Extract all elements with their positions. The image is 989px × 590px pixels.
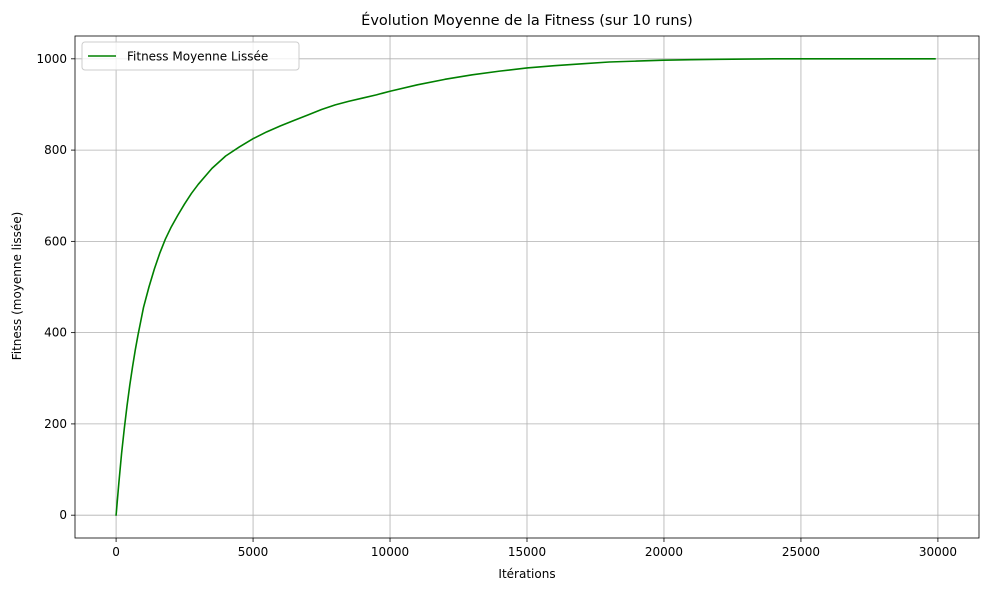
y-axis-label: Fitness (moyenne lissée)	[10, 212, 24, 361]
chart-title: Évolution Moyenne de la Fitness (sur 10 …	[361, 12, 693, 29]
y-tick-label: 0	[59, 508, 67, 522]
x-axis-label: Itérations	[498, 567, 555, 581]
legend-box	[81, 41, 300, 71]
legend-label: Fitness Moyenne Lissée	[127, 50, 268, 64]
x-tick-label: 0	[112, 545, 120, 559]
plot-frame	[74, 35, 980, 539]
series-line	[115, 58, 936, 516]
x-tick-label: 10000	[371, 545, 409, 559]
tick-labels: 0 5000 10000 15000 20000 25000 30000 0 200 400 600…	[36, 52, 957, 559]
x-tick-label: 5000	[238, 545, 269, 559]
grid	[75, 36, 979, 538]
series-layer	[115, 58, 936, 516]
y-tick-label: 400	[44, 326, 67, 340]
x-tick-label: 25000	[782, 545, 820, 559]
y-tick-label: 200	[44, 417, 67, 431]
axes	[71, 35, 980, 542]
y-tick-label: 1000	[36, 52, 67, 66]
x-tick-label: 15000	[508, 545, 546, 559]
y-tick-label: 600	[44, 234, 67, 248]
x-tick-label: 30000	[919, 545, 957, 559]
legend: Fitness Moyenne Lissée	[81, 41, 300, 71]
y-tick-label: 800	[44, 143, 67, 157]
x-tick-label: 20000	[645, 545, 683, 559]
